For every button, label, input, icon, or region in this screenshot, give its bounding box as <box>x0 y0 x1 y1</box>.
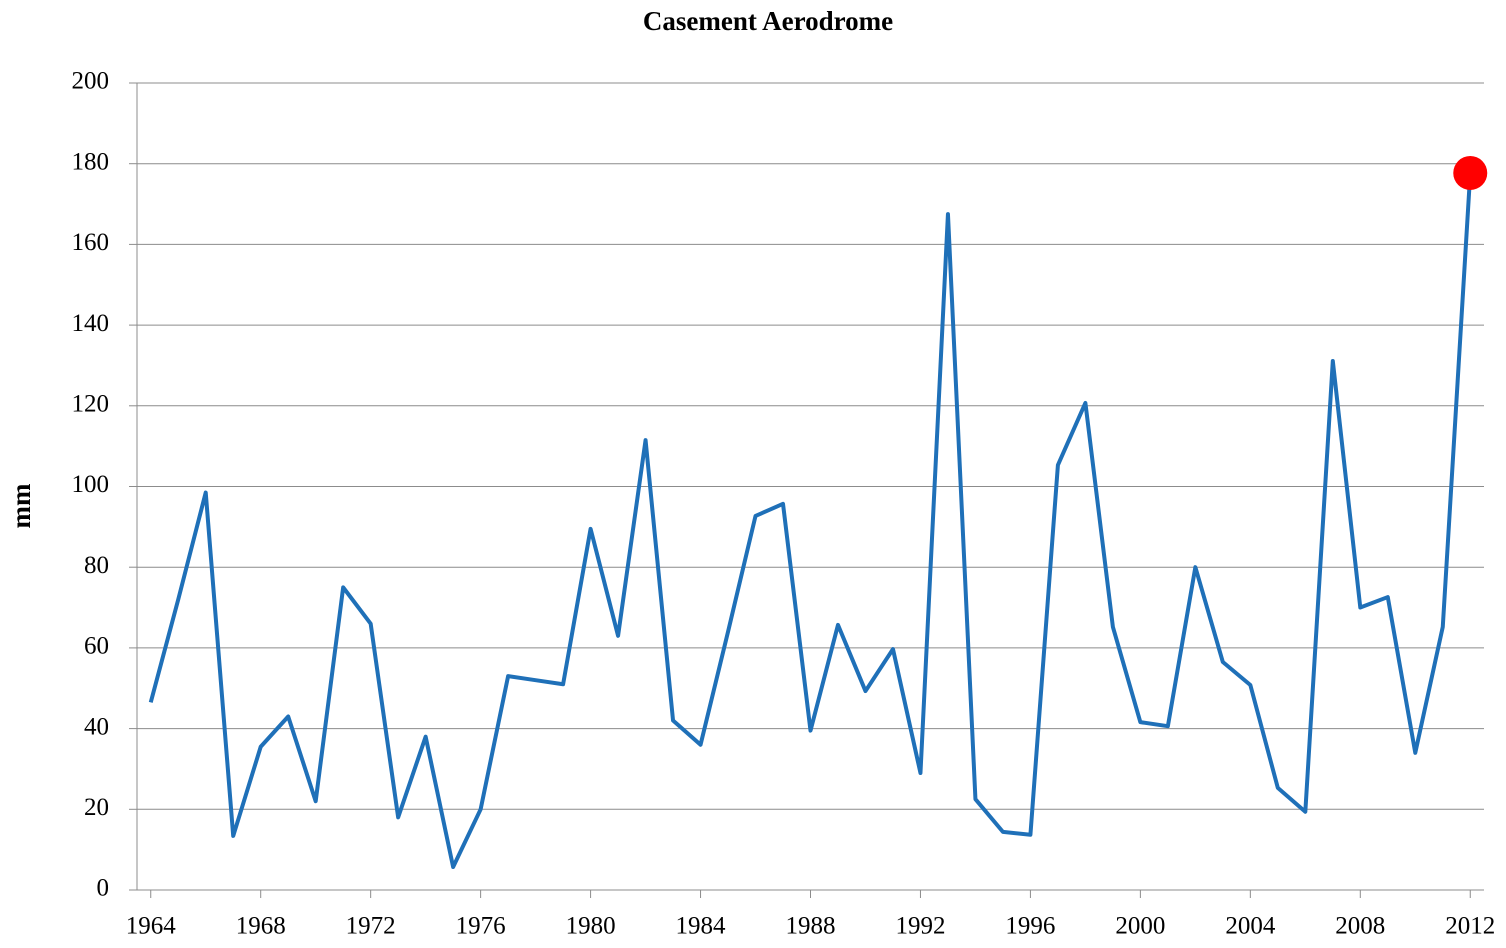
x-tick-label: 2008 <box>1335 913 1385 940</box>
x-tick-label: 2004 <box>1225 913 1276 940</box>
x-tick-label: 1972 <box>346 913 396 940</box>
y-tick-label: 180 <box>72 148 110 175</box>
x-tick-label: 1968 <box>236 913 286 940</box>
highlight-point <box>1453 155 1488 190</box>
y-tick-label: 120 <box>72 391 110 418</box>
y-tick-label: 100 <box>72 471 110 498</box>
x-tick-label: 2000 <box>1115 913 1165 940</box>
y-tick-label: 160 <box>72 229 110 256</box>
x-tick-label: 1964 <box>126 913 177 940</box>
x-tick-label: 1976 <box>456 913 506 940</box>
y-tick-label: 0 <box>97 875 110 902</box>
chart-title: Casement Aerodrome <box>643 6 893 36</box>
x-tick-label: 2012 <box>1445 913 1495 940</box>
y-tick-label: 80 <box>84 552 109 579</box>
x-tick-label: 1984 <box>676 913 727 940</box>
x-tick-label: 1992 <box>895 913 945 940</box>
x-tick-label: 1988 <box>786 913 836 940</box>
y-tick-label: 60 <box>84 633 109 660</box>
x-tick-label: 1980 <box>566 913 616 940</box>
y-tick-label: 140 <box>72 310 110 337</box>
data-line <box>148 172 1473 869</box>
y-axis-label: mm <box>6 483 36 528</box>
y-tick-label: 20 <box>84 794 109 821</box>
x-tick-label: 1996 <box>1005 913 1055 940</box>
y-tick-label: 200 <box>72 68 110 95</box>
y-tick-label: 40 <box>84 713 109 740</box>
